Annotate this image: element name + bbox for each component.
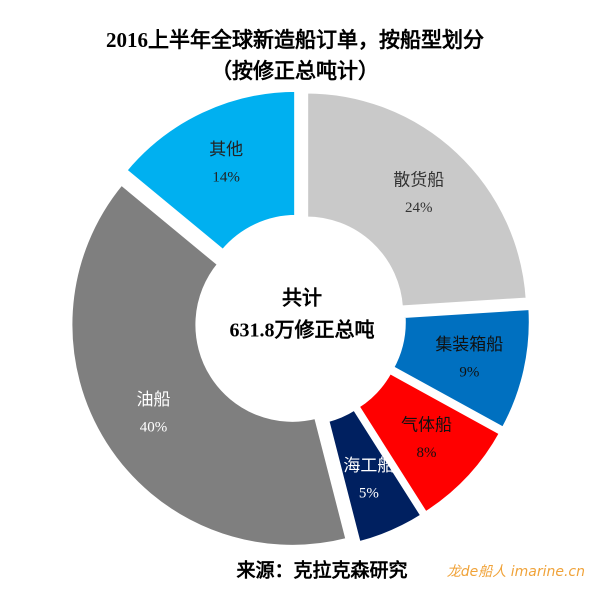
slice-value-label: 40% xyxy=(140,419,168,435)
donut-slice xyxy=(354,369,504,517)
donut-slice xyxy=(389,305,533,432)
donut-slice xyxy=(122,87,299,255)
slice-label: 散货船 xyxy=(393,170,444,189)
chart-title: 2016上半年全球新造船订单，按船型划分 xyxy=(106,28,484,52)
slice-label: 集装箱船 xyxy=(435,335,503,354)
donut-slice xyxy=(324,405,426,546)
slice-label: 海工船 xyxy=(343,456,394,475)
slice-label: 其他 xyxy=(209,140,243,159)
slice-label: 气体船 xyxy=(401,416,452,435)
chart-subtitle: （按修正总吨计） xyxy=(211,59,379,83)
slice-value-label: 9% xyxy=(459,364,479,380)
source-note: 来源：克拉克森研究 xyxy=(236,558,407,581)
donut-slice xyxy=(304,89,530,310)
center-label: 共计 xyxy=(282,287,322,310)
slice-value-label: 24% xyxy=(405,200,433,216)
center-label: 631.8万修正总吨 xyxy=(230,318,375,342)
donut-slice xyxy=(68,180,351,549)
slice-value-label: 5% xyxy=(359,486,379,502)
slice-value-label: 14% xyxy=(212,169,240,185)
watermark: 龙de船人 imarine.cn xyxy=(447,564,585,580)
slice-value-label: 8% xyxy=(416,445,436,461)
slice-label: 油船 xyxy=(137,390,171,409)
